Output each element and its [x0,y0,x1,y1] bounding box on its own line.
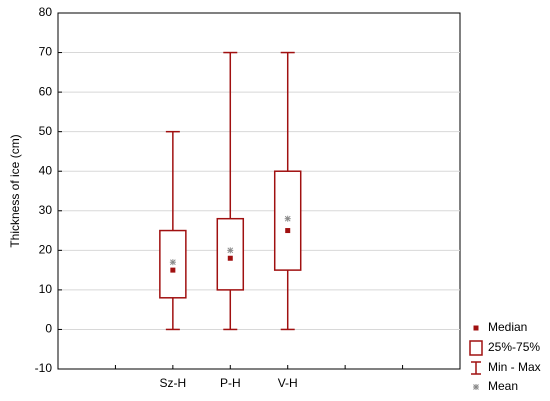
y-tick-label: 60 [39,84,53,98]
y-axis-label: Thickness of ice (cm) [8,134,22,247]
legend-label: Median [488,320,527,334]
box [216,217,245,291]
y-tick-label: -10 [35,361,53,375]
mean [169,259,176,266]
x-tick-label: Sz-H [160,376,187,390]
y-tick-label: 0 [45,322,52,336]
mean-stroke [170,259,176,266]
median [227,255,233,261]
mean-stroke [284,215,291,222]
mean-stroke [227,247,234,254]
y-tick-label: 70 [39,45,53,59]
median [170,267,176,273]
legend-label: Mean [488,379,518,393]
y-tick-label: 10 [39,282,53,296]
y-tick-label: 40 [39,163,53,177]
x-tick-label: V-H [278,376,298,390]
y-tick-label: 50 [39,124,53,138]
legend-symbol [473,325,479,331]
y-tick-label: 80 [39,5,53,19]
legend-symbol [473,384,479,390]
legend-stroke [473,384,479,390]
y-tick-label: 20 [39,243,53,257]
y-tick-label: 30 [39,203,53,217]
legend-label: Min - Max [488,360,541,374]
mean [284,215,291,222]
median [285,228,291,234]
legend-symbol [469,340,483,356]
legend-label: 25%-75% [488,340,540,354]
mean [227,247,234,254]
legend-symbol [471,361,481,375]
x-tick-label: P-H [220,376,241,390]
plot-frame [57,12,461,370]
